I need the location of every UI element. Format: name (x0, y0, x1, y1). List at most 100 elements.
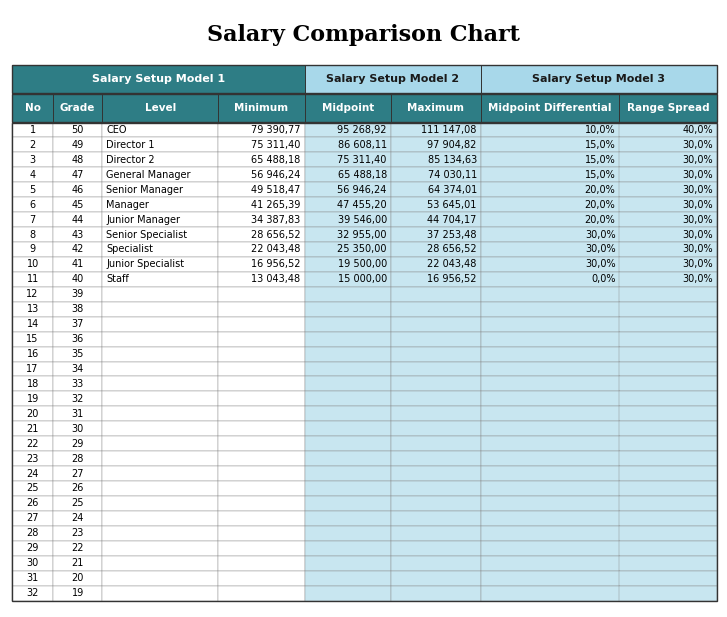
Bar (481, 481, 619, 496)
Bar (12, 391, 53, 407)
Bar (481, 496, 619, 511)
Text: Minimum: Minimum (234, 103, 289, 113)
Bar (53, 496, 102, 511)
Bar (619, 152, 717, 167)
Text: 79 390,77: 79 390,77 (251, 125, 300, 135)
Bar (305, 197, 390, 212)
Bar (218, 451, 305, 466)
Bar (305, 407, 390, 421)
Text: 15,0%: 15,0% (585, 140, 616, 150)
Text: 26: 26 (26, 499, 39, 508)
Text: 75 311,40: 75 311,40 (337, 155, 387, 165)
Bar (53, 167, 102, 182)
Bar (619, 123, 717, 138)
Bar (218, 287, 305, 302)
Text: 28: 28 (71, 453, 84, 463)
Text: 19 500,00: 19 500,00 (337, 259, 387, 270)
Text: 44: 44 (71, 215, 84, 225)
Bar (53, 421, 102, 436)
Bar (619, 391, 717, 407)
Text: Specialist: Specialist (106, 244, 153, 254)
Text: 47: 47 (71, 170, 84, 180)
Bar (481, 302, 619, 317)
Bar (218, 376, 305, 391)
Bar (305, 152, 390, 167)
Text: 45: 45 (71, 200, 84, 210)
Bar (53, 556, 102, 571)
Bar (218, 496, 305, 511)
Text: Salary Setup Model 2: Salary Setup Model 2 (326, 74, 459, 84)
Bar (619, 272, 717, 287)
Bar (481, 362, 619, 376)
Text: 30,0%: 30,0% (683, 155, 713, 165)
Bar (53, 407, 102, 421)
Bar (102, 571, 218, 586)
Text: 42: 42 (71, 244, 84, 254)
Text: 25: 25 (26, 484, 39, 494)
Bar (218, 212, 305, 227)
Bar (12, 167, 53, 182)
Text: 27: 27 (26, 513, 39, 523)
Text: 25 350,00: 25 350,00 (337, 244, 387, 254)
Text: 16 956,52: 16 956,52 (251, 259, 300, 270)
Bar (12, 540, 53, 556)
Bar (619, 571, 717, 586)
Bar (12, 212, 53, 227)
Bar (12, 65, 305, 93)
Bar (619, 496, 717, 511)
Bar (481, 65, 717, 93)
Text: 33: 33 (71, 379, 84, 389)
Text: 41 265,39: 41 265,39 (251, 200, 300, 210)
Bar (481, 571, 619, 586)
Bar (102, 242, 218, 257)
Text: 30: 30 (71, 424, 84, 434)
Text: 2: 2 (30, 140, 36, 150)
Text: 49: 49 (71, 140, 84, 150)
Bar (481, 347, 619, 362)
Bar (390, 272, 481, 287)
Bar (12, 182, 53, 197)
Bar (305, 182, 390, 197)
Text: 31: 31 (71, 409, 84, 419)
Bar (619, 94, 717, 122)
Bar (12, 556, 53, 571)
Bar (390, 421, 481, 436)
Bar (619, 556, 717, 571)
Bar (53, 362, 102, 376)
Bar (102, 586, 218, 600)
Bar (218, 123, 305, 138)
Bar (305, 272, 390, 287)
Text: 20: 20 (71, 573, 84, 583)
Text: 50: 50 (71, 125, 84, 135)
Text: 85 134,63: 85 134,63 (427, 155, 477, 165)
Bar (481, 152, 619, 167)
Text: 30,0%: 30,0% (683, 244, 713, 254)
Bar (619, 212, 717, 227)
Bar (12, 242, 53, 257)
Bar (53, 436, 102, 451)
Bar (390, 451, 481, 466)
Bar (481, 540, 619, 556)
Bar (481, 123, 619, 138)
Bar (218, 466, 305, 481)
Bar (218, 167, 305, 182)
Bar (619, 287, 717, 302)
Bar (390, 586, 481, 600)
Text: 56 946,24: 56 946,24 (337, 184, 387, 195)
Bar (102, 436, 218, 451)
Bar (305, 257, 390, 272)
Bar (619, 197, 717, 212)
Text: 15 000,00: 15 000,00 (337, 275, 387, 284)
Text: 4: 4 (30, 170, 36, 180)
Bar (53, 123, 102, 138)
Text: 11: 11 (26, 275, 39, 284)
Bar (53, 257, 102, 272)
Bar (218, 556, 305, 571)
Bar (12, 407, 53, 421)
Bar (390, 197, 481, 212)
Text: 24: 24 (71, 513, 84, 523)
Text: 30,0%: 30,0% (683, 230, 713, 239)
Bar (481, 586, 619, 600)
Text: 65 488,18: 65 488,18 (252, 155, 300, 165)
Bar (481, 407, 619, 421)
